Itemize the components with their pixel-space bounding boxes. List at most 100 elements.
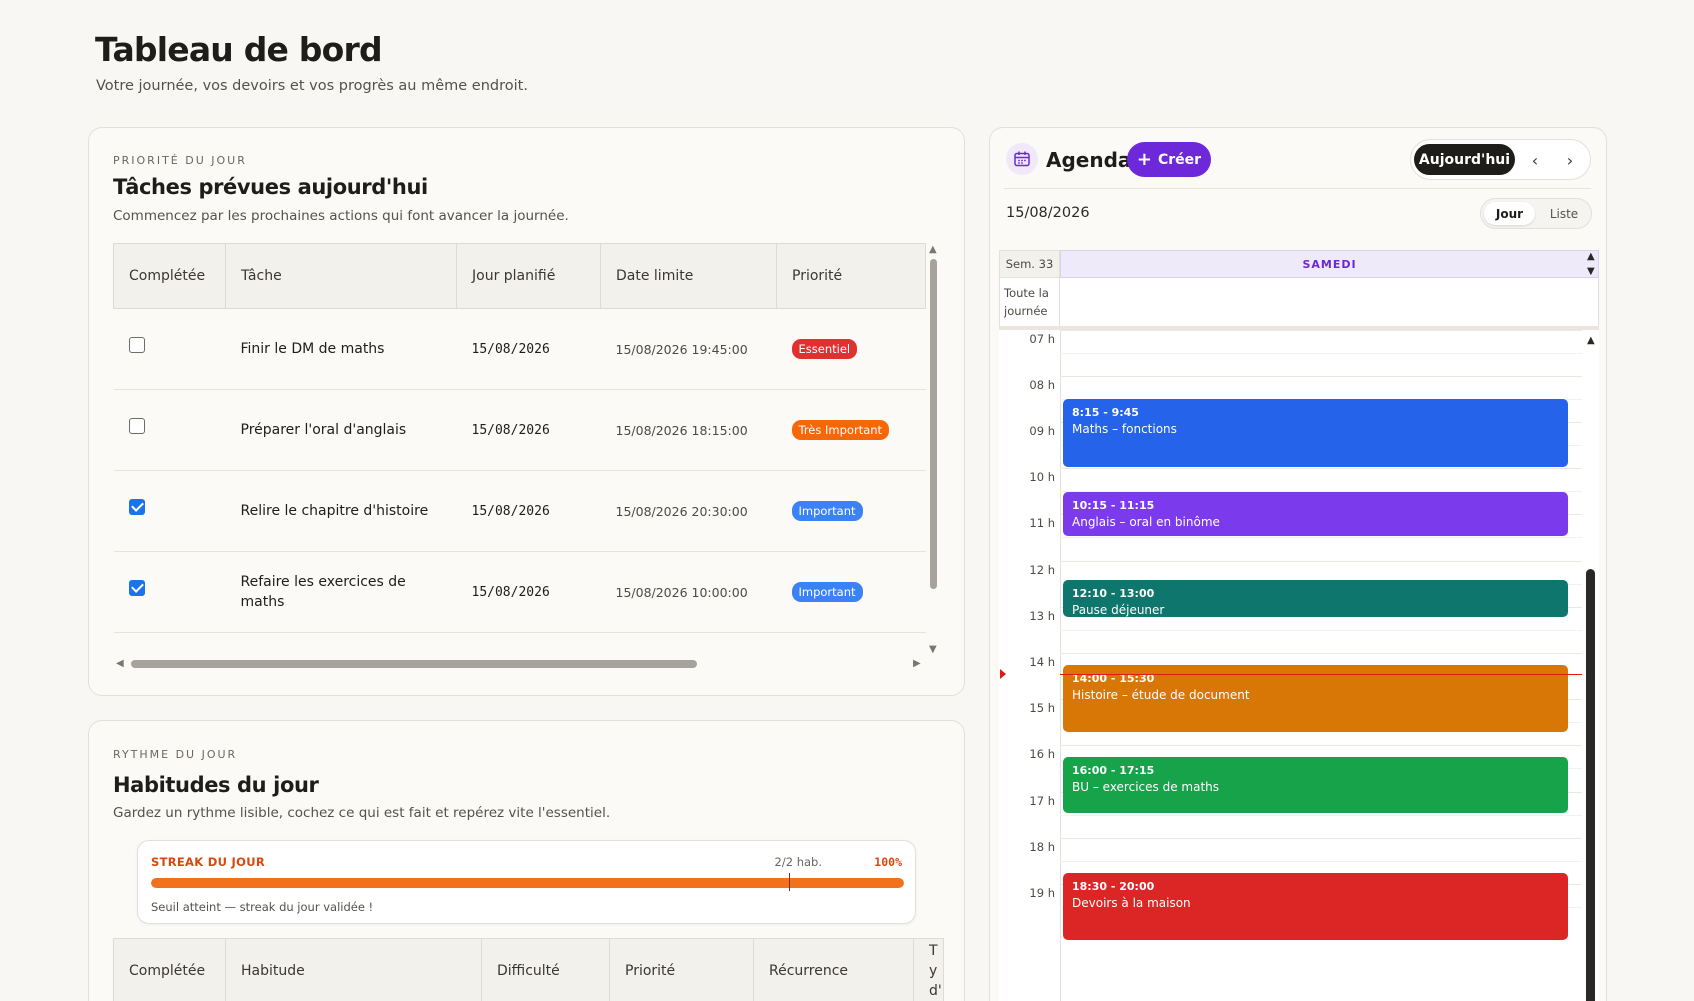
today-button[interactable]: Aujourd'hui (1414, 144, 1515, 175)
header-scroll-up-arrow[interactable]: ▲ (1587, 251, 1595, 262)
priority-badge: Important (791, 501, 863, 521)
task-deadline: 15/08/2026 10:00:00 (600, 551, 777, 633)
current-time-line (1060, 674, 1582, 676)
streak-percent: 100% (874, 855, 902, 869)
gutter-divider (1060, 330, 1061, 1001)
task-checkbox[interactable] (128, 499, 145, 515)
hour-label: 14 h (1029, 654, 1055, 669)
col-task[interactable]: Tâche (225, 243, 457, 309)
col-deadline[interactable]: Date limite (600, 243, 777, 309)
chevron-left-icon[interactable]: ‹ (1531, 150, 1539, 170)
task-planned-day: 15/08/2026 (456, 308, 601, 390)
streak-count: 2/2 hab. (774, 855, 822, 869)
hour-label: 17 h (1029, 793, 1055, 808)
streak-progress-fill (151, 878, 904, 888)
calendar-vertical-scrollbar[interactable] (1586, 569, 1595, 1001)
hour-label: 13 h (1029, 608, 1055, 623)
calendar-event[interactable]: 8:15 - 9:45 Maths – fonctions (1063, 399, 1568, 467)
grid-scroll-up-arrow[interactable]: ▲ (1587, 335, 1595, 346)
habits-header-row: Complétée Habitude Difficulté Priorité R… (113, 938, 944, 1001)
event-title: Pause déjeuner (1072, 603, 1165, 618)
col-difficulty[interactable]: Difficulté (481, 938, 610, 1001)
hour-label: 15 h (1029, 701, 1055, 716)
streak-label: STREAK DU JOUR (151, 855, 265, 869)
event-title: Devoirs à la maison (1072, 895, 1191, 910)
half-hour-line (1060, 860, 1582, 862)
task-row[interactable]: Refaire les exercices de maths 15/08/2026… (113, 551, 926, 633)
habits-eyebrow: RYTHME DU JOUR (113, 748, 238, 761)
agenda-current-date: 15/08/2026 (1006, 205, 1090, 221)
task-planned-day: 15/08/2026 (456, 389, 601, 471)
task-name: Relire le chapitre d'histoire (225, 470, 457, 552)
priority-badge: Essentiel (791, 339, 858, 359)
task-checkbox[interactable] (128, 580, 145, 596)
task-checkbox[interactable] (128, 418, 145, 434)
calendar-event[interactable]: 16:00 - 17:15 BU – exercices de maths (1063, 757, 1568, 814)
hour-line (1060, 745, 1582, 747)
task-checkbox-cell (113, 389, 226, 471)
calendar-event[interactable]: 14:00 - 15:30 Histoire – étude de documen… (1063, 664, 1568, 733)
streak-progress-bar (151, 878, 904, 888)
task-row[interactable]: Préparer l'oral d'anglais 15/08/2026 15/08… (113, 389, 926, 471)
task-checkbox-cell (113, 470, 226, 552)
habits-title: Habitudes du jour (113, 773, 319, 797)
hour-line (1060, 375, 1582, 377)
create-button-label: Créer (1158, 151, 1202, 168)
tasks-horizontal-scrollbar[interactable] (131, 660, 697, 668)
task-checkbox-cell (113, 551, 226, 633)
event-time: 12:10 - 13:00 (1072, 587, 1155, 601)
task-priority-cell: Important (776, 551, 926, 633)
hour-label: 10 h (1029, 470, 1055, 485)
view-day-button[interactable]: Jour (1484, 202, 1535, 225)
col-completed[interactable]: Complétée (113, 243, 226, 309)
col-habit-priority[interactable]: Priorité (609, 938, 754, 1001)
hour-line (1060, 837, 1582, 839)
all-day-label: Toute la journée (999, 278, 1060, 326)
col-habit-completed[interactable]: Complétée (113, 938, 226, 1001)
tasks-title: Tâches prévues aujourd'hui (113, 175, 428, 199)
view-list-button[interactable]: Liste (1549, 206, 1579, 221)
scroll-right-arrow[interactable]: ▶ (913, 658, 921, 669)
hour-line (1060, 652, 1582, 654)
calendar-event[interactable]: 10:15 - 11:15 Anglais – oral en binôme (1063, 491, 1568, 536)
task-checkbox[interactable] (128, 337, 145, 353)
habits-subtitle: Gardez un rythme lisible, cochez ce qui … (113, 805, 611, 821)
hour-label: 11 h (1029, 516, 1055, 531)
col-planned-day[interactable]: Jour planifié (456, 243, 601, 309)
page-title: Tableau de bord (95, 30, 383, 69)
task-planned-day: 15/08/2026 (456, 551, 601, 633)
col-recurrence[interactable]: Récurrence (753, 938, 914, 1001)
day-calendar: Sem. 33 SAMEDI Toute la journée 07 h 08 h… (999, 250, 1599, 1001)
header-scroll-down-arrow[interactable]: ▼ (1587, 266, 1595, 277)
scroll-down-arrow[interactable]: ▼ (929, 644, 937, 655)
scroll-left-arrow[interactable]: ◀ (116, 658, 124, 669)
task-name: Préparer l'oral d'anglais (225, 389, 457, 471)
header-divider (999, 326, 1599, 330)
tasks-vertical-scrollbar[interactable] (930, 259, 937, 589)
event-time: 16:00 - 17:15 (1072, 764, 1155, 778)
calendar-event[interactable]: 18:30 - 20:00 Devoirs à la maison (1063, 872, 1568, 941)
time-grid[interactable]: 07 h 08 h 09 h 10 h 11 h 12 h 13 h 14 h 15 h 16 h… (999, 329, 1582, 1001)
col-priority[interactable]: Priorité (776, 243, 926, 309)
half-hour-line (1060, 814, 1582, 816)
calendar-icon (1006, 143, 1038, 175)
chevron-right-icon[interactable]: › (1566, 150, 1574, 170)
habits-table: Complétée Habitude Difficulté Priorité R… (113, 938, 944, 1001)
task-row[interactable]: Relire le chapitre d'histoire 15/08/2026 1… (113, 470, 926, 552)
all-day-slot[interactable] (1060, 278, 1599, 326)
calendar-event[interactable]: 12:10 - 13:00 Pause déjeuner (1063, 580, 1568, 618)
col-habit[interactable]: Habitude (225, 938, 482, 1001)
streak-threshold-marker (789, 873, 790, 891)
tasks-table: Complétée Tâche Jour planifié Date limit… (113, 243, 926, 633)
task-row[interactable]: Finir le DM de maths 15/08/2026 15/08/2026… (113, 308, 926, 390)
agenda-divider (1004, 188, 1591, 189)
col-type-truncated[interactable]: Ty d' (913, 938, 944, 1001)
task-deadline: 15/08/2026 20:30:00 (600, 470, 777, 552)
view-toggle: Jour Liste (1480, 198, 1592, 229)
scroll-up-arrow[interactable]: ▲ (929, 244, 937, 255)
calendar-header: Sem. 33 SAMEDI Toute la journée (999, 250, 1599, 330)
streak-panel: STREAK DU JOUR 2/2 hab. 100% Seuil attei… (137, 840, 916, 924)
hour-label: 19 h (1029, 885, 1055, 900)
create-event-button[interactable]: + Créer (1127, 142, 1211, 177)
tasks-subtitle: Commencez par les prochaines actions qui… (113, 208, 569, 224)
